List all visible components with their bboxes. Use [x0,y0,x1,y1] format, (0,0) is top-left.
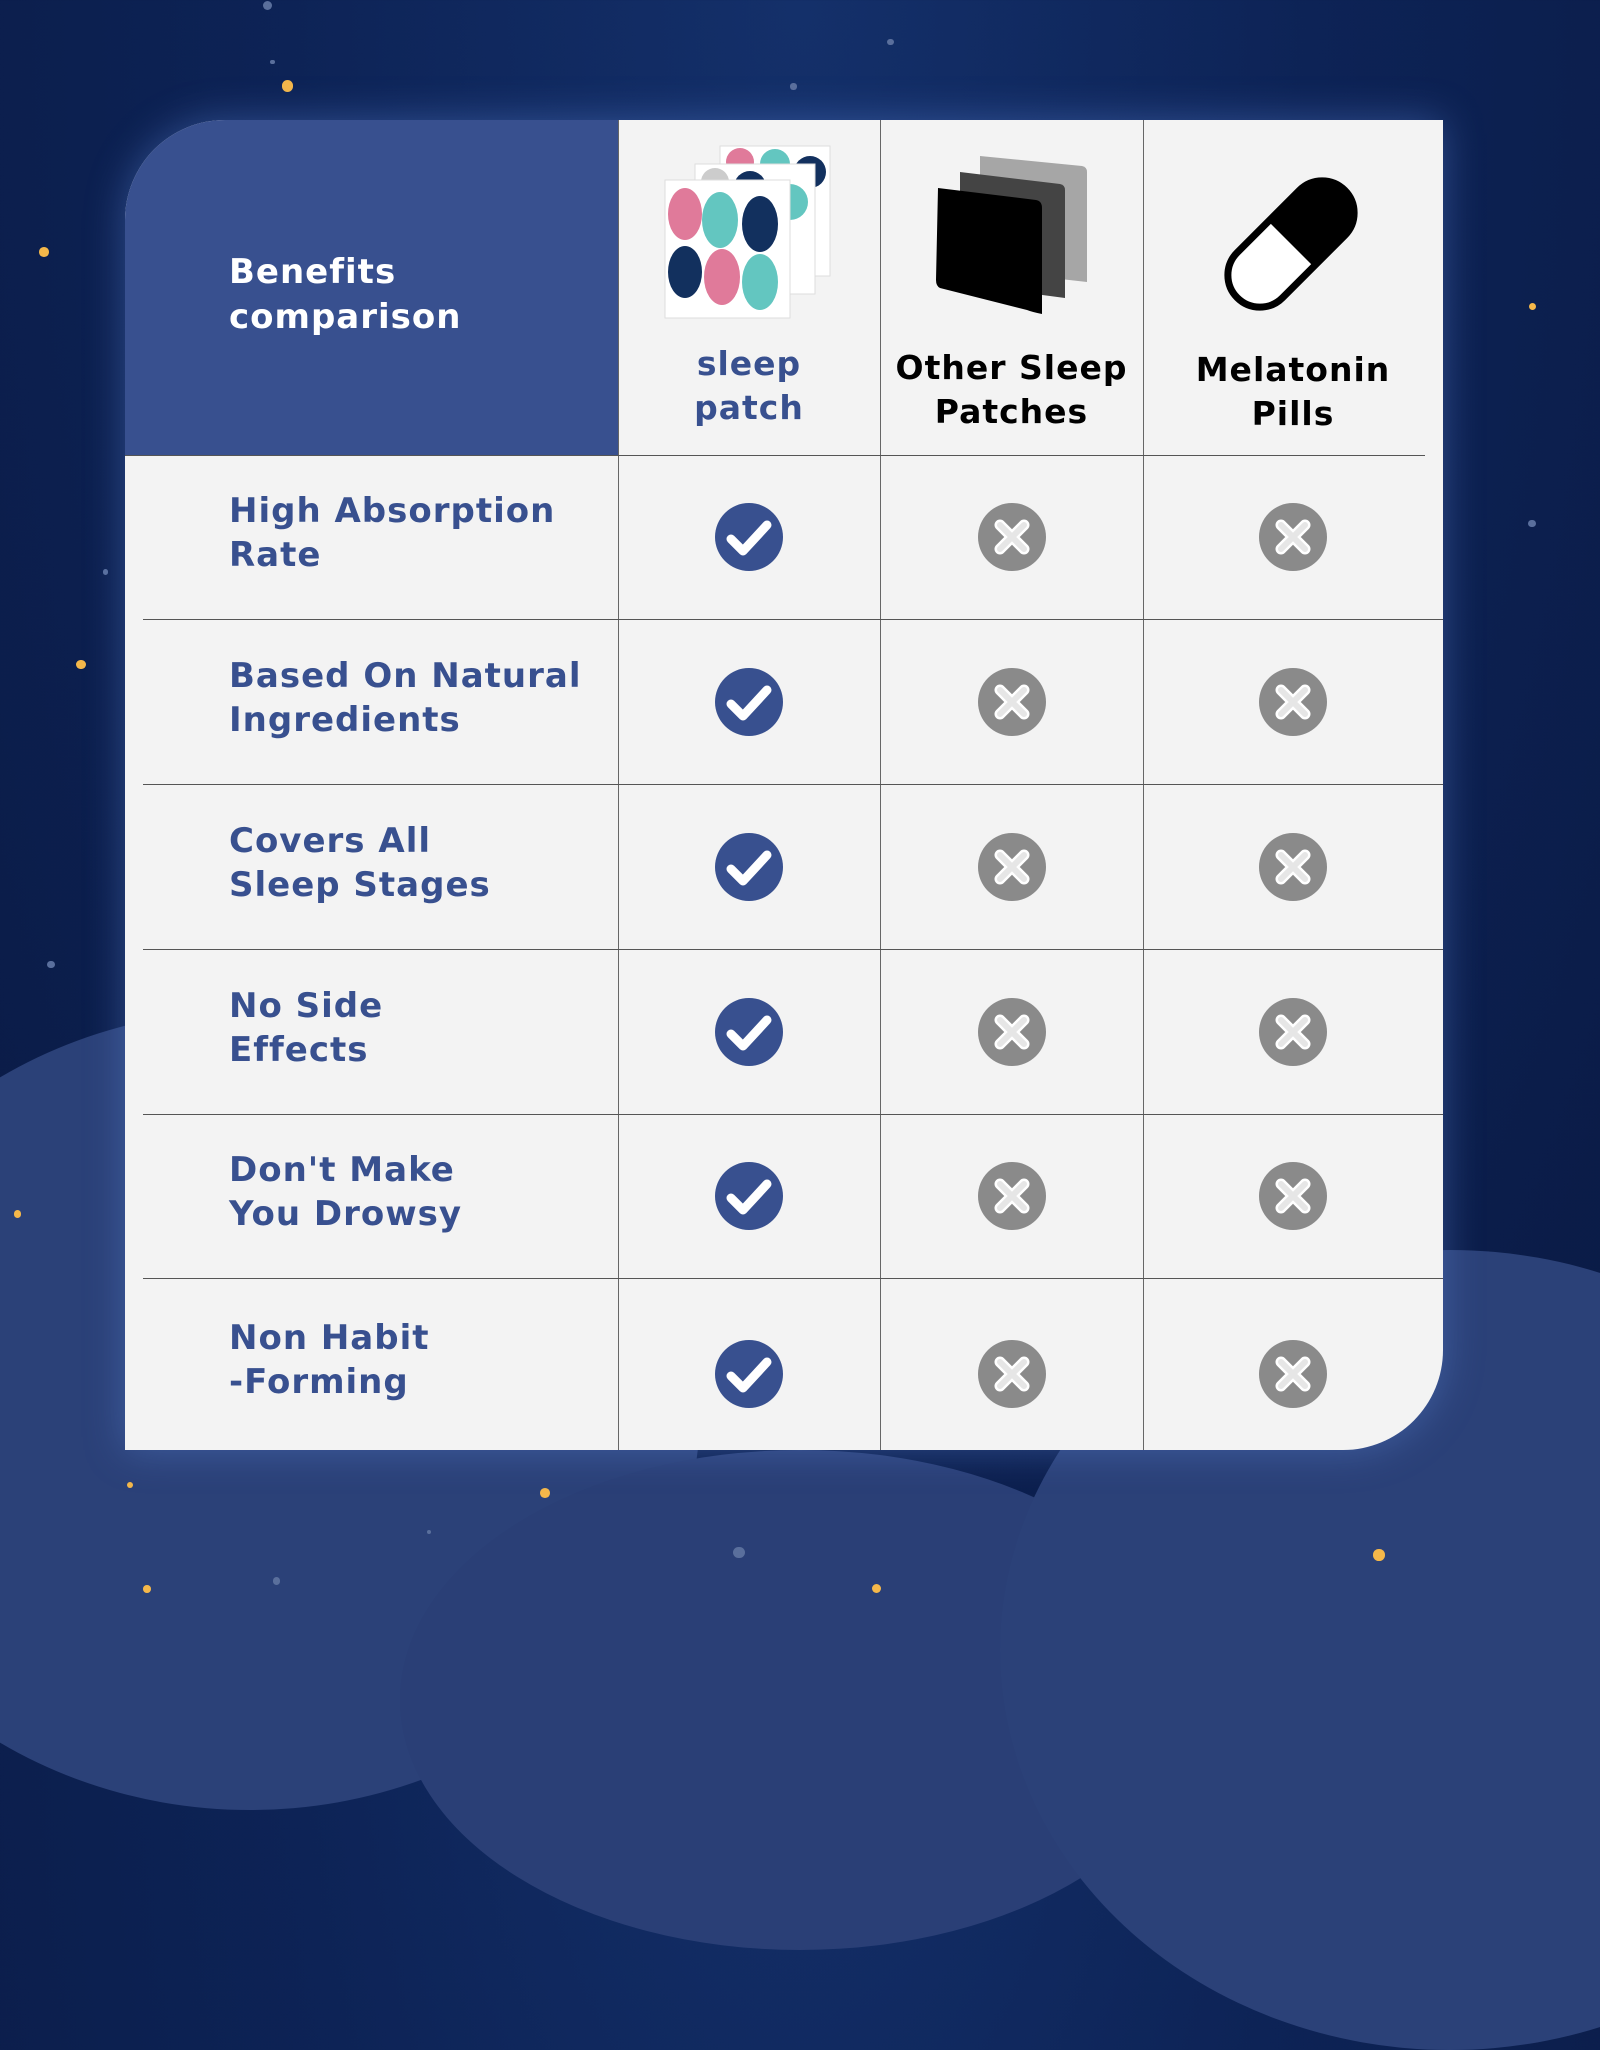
star [272,1576,281,1585]
row-label-line: Ingredients [229,699,461,740]
table-header-cell: Benefits comparison [125,120,618,455]
sleep-patch-product-image [664,145,831,319]
row-divider [143,1278,1443,1279]
column-divider [1143,120,1144,1450]
title-line: Benefits [229,252,397,292]
star [102,569,109,575]
row-divider [143,949,1443,950]
row-label-line: High Absorption [229,491,556,531]
row-label-line: Effects [229,1029,369,1070]
star [1373,1549,1385,1561]
cross-icon [977,1340,1046,1408]
column-divider [880,120,881,1450]
column-name-line: Patches [934,392,1089,431]
column-header-melatonin-pills: Melatonin Pills [1143,120,1443,455]
star [263,1,273,11]
row-divider [143,784,1443,785]
column-header-sleep-patch: sleep patch [618,120,880,455]
row-label: Non Habit -Forming [229,1316,430,1404]
column-name-line: Melatonin [1195,350,1391,389]
row-divider [143,619,1443,620]
cross-icon [977,997,1046,1066]
column-header-other-sleep-patches: Other Sleep Patches [880,120,1143,455]
row-label: High Absorption Rate [229,489,555,577]
star [13,1210,22,1218]
check-icon [715,997,783,1066]
row-label: Don't Make You Drowsy [229,1148,462,1236]
star [281,80,294,92]
row-label-line: Covers All [229,820,431,861]
table-title: Benefits comparison [229,250,461,340]
row-label: Based On Natural Ingredients [229,654,582,742]
comparison-table: Benefits comparison High Absorption Rate B… [125,120,1443,1450]
title-line: comparison [229,297,462,337]
row-label-line: Rate [229,535,322,575]
star [790,83,797,90]
row-label-line: Don't Make [229,1150,455,1190]
column-name-line: patch [694,388,804,427]
row-divider [143,1114,1443,1115]
cross-icon [977,1162,1046,1230]
cross-icon [1259,667,1327,736]
star [47,960,55,969]
column-name: Melatonin Pills [1143,348,1443,436]
check-icon [715,667,783,736]
cross-icon [1259,997,1327,1066]
star [1528,519,1536,528]
stacked-patches-icon [936,156,1087,314]
column-name-line: Pills [1251,394,1335,433]
row-label: Covers All Sleep Stages [229,819,491,907]
cross-icon [977,503,1046,571]
star [887,38,894,46]
cross-icon [1259,1340,1327,1408]
row-label: No Side Effects [229,984,383,1072]
cross-icon [1259,1162,1327,1230]
column-name-line: Other Sleep [895,348,1128,387]
star [76,659,86,670]
cross-icon [977,667,1046,736]
cross-icon [1259,503,1327,571]
row-label-line: No Side [229,985,384,1026]
check-icon [715,1162,783,1230]
star [269,59,275,65]
check-icon [715,832,783,901]
check-icon [715,1340,783,1408]
row-divider [125,455,1425,456]
column-name: sleep patch [618,342,880,430]
row-label-line: Non Habit [229,1318,430,1358]
row-label-line: Sleep Stages [229,864,491,905]
star [426,1530,431,1535]
column-name-line: sleep [696,344,802,383]
check-icon [715,503,783,571]
column-divider [618,120,619,1450]
star [872,1583,882,1593]
star [540,1488,551,1499]
star [127,1481,134,1488]
column-name: Other Sleep Patches [880,346,1143,434]
star [39,247,49,257]
row-label-line: -Forming [229,1362,409,1402]
star [1529,302,1537,310]
cross-icon [1259,832,1327,901]
star [733,1547,745,1559]
star [143,1584,151,1593]
row-label-line: Based On Natural [229,655,582,696]
pill-capsule-icon [1224,177,1358,311]
row-label-line: You Drowsy [229,1194,463,1234]
cross-icon [977,832,1046,901]
